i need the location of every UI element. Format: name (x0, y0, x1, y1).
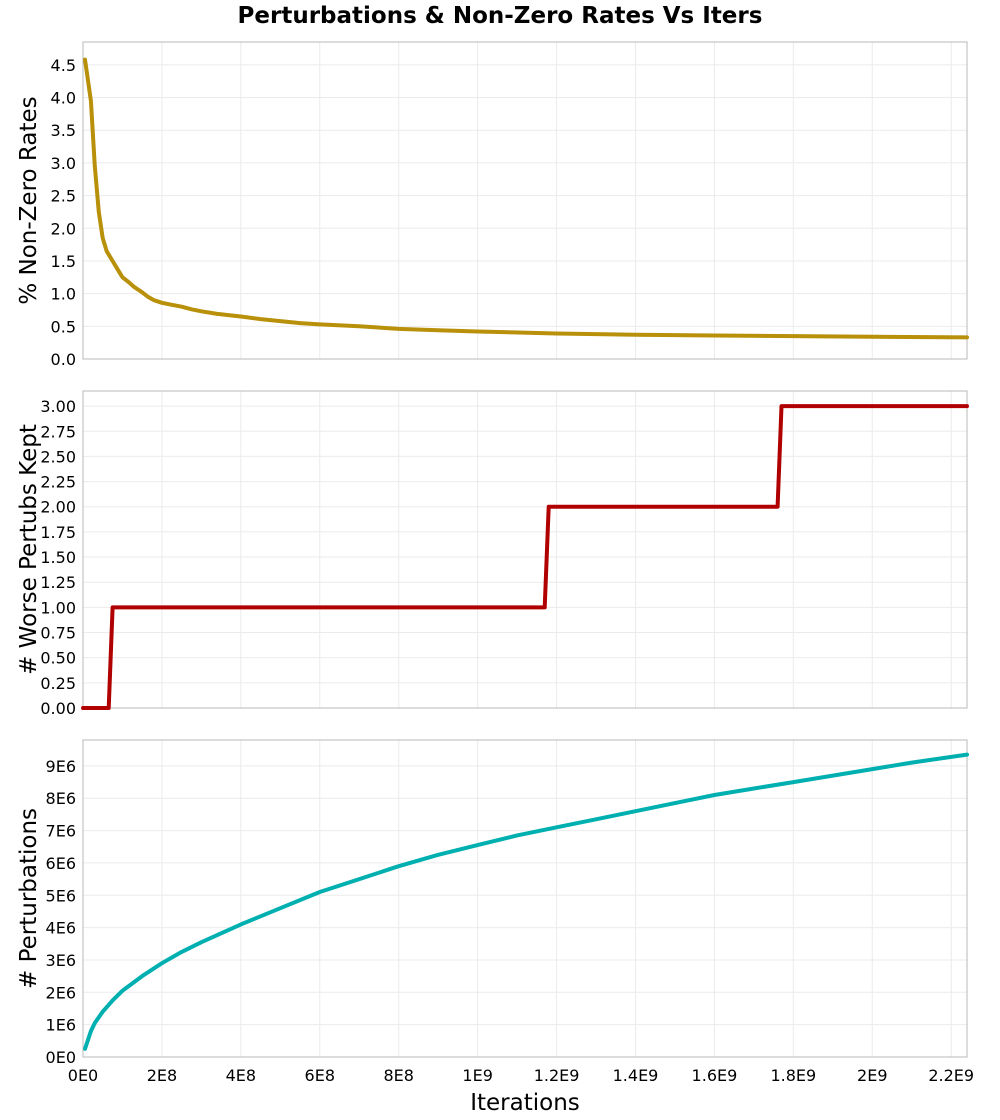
y-tick-label: 3.5 (51, 121, 76, 140)
panel-frame (82, 41, 968, 360)
x-tick-label: 1E9 (462, 1066, 492, 1085)
y-tick-label: 9E6 (46, 757, 76, 776)
y-tick-label: 1.75 (40, 523, 76, 542)
panel-perturbations: 0E0 1E6 2E6 3E6 4E6 5E6 6E6 7E6 8E6 9E6 # Perturba… (16, 739, 969, 1067)
y-tick-label: 2.00 (40, 498, 76, 517)
x-tick-label: 2.2E9 (928, 1066, 974, 1085)
y-tick-label: 1.25 (40, 573, 76, 592)
y-tick-label: 3E6 (46, 951, 76, 970)
panel-worse-pertubs: 0.00 0.25 0.50 0.75 1.00 1.25 1.50 1.75 2.00 2.25… (16, 390, 969, 718)
x-tick-label: 1.6E9 (692, 1066, 738, 1085)
y-tick-label: 1E6 (46, 1016, 76, 1035)
panel-frame (82, 390, 968, 709)
y-tick-label: 0.75 (40, 624, 76, 643)
x-axis-label: Iterations (470, 1090, 580, 1116)
series-line-perturbations (83, 752, 969, 1051)
y-tick-label: 0.50 (40, 649, 76, 668)
y-tick-label: 0.5 (51, 317, 76, 336)
y-tick-label: 2.75 (40, 422, 76, 441)
y-axis-label-worse-pertubs: # Worse Pertubs Kept (16, 424, 42, 675)
x-tick-label: 4E8 (226, 1066, 256, 1085)
y-tick-label: 1.00 (40, 598, 76, 617)
y-tick-label: 2.0 (51, 219, 76, 238)
x-tick-label: 1.8E9 (770, 1066, 816, 1085)
y-axis-label-perturbations: # Perturbations (16, 808, 42, 989)
y-tick-label: 0.0 (51, 350, 76, 369)
y-tick-label: 0E0 (46, 1048, 76, 1067)
y-tick-label: 2.25 (40, 473, 76, 492)
y-tick-label: 3.0 (51, 154, 76, 173)
x-tick-label: 8E8 (383, 1066, 413, 1085)
y-tick-label: 8E6 (46, 789, 76, 808)
y-tick-label: 5E6 (46, 886, 76, 905)
y-tick-label: 1.5 (51, 252, 76, 271)
y-axis-label-nonzero-rates: % Non-Zero Rates (16, 96, 42, 304)
y-tick-label: 7E6 (46, 822, 76, 841)
x-tick-label: 2E9 (857, 1066, 887, 1085)
series-line-nonzero-rates (83, 57, 969, 340)
x-tick-label: 2E8 (147, 1066, 177, 1085)
y-tick-label: 4.5 (51, 56, 76, 75)
series-line-worse-pertubs (81, 404, 969, 710)
panels: 0.0 0.5 1.0 1.5 2.0 2.5 3.0 3.5 4.0 4.5 % Non-Zero… (16, 41, 974, 1085)
y-tick-label: 2E6 (46, 983, 76, 1002)
y-tick-label: 2.50 (40, 447, 76, 466)
y-tick-label: 4.0 (51, 89, 76, 108)
panel-frame (82, 739, 968, 1058)
chart-title: Perturbations & Non-Zero Rates Vs Iters (238, 3, 763, 29)
y-tick-label: 0.25 (40, 674, 76, 693)
y-tick-label: 1.50 (40, 548, 76, 567)
y-tick-label: 4E6 (46, 919, 76, 938)
x-tick-label: 6E8 (305, 1066, 335, 1085)
y-tick-label: 2.5 (51, 187, 76, 206)
panel-nonzero-rates: 0.0 0.5 1.0 1.5 2.0 2.5 3.0 3.5 4.0 4.5 % Non-Zero… (16, 41, 969, 369)
x-tick-label: 1.2E9 (534, 1066, 580, 1085)
x-tick-label: 1.4E9 (613, 1066, 659, 1085)
x-tick-label: 0E0 (68, 1066, 98, 1085)
y-tick-label: 6E6 (46, 854, 76, 873)
y-tick-label: 0.00 (40, 699, 76, 718)
y-tick-label: 1.0 (51, 285, 76, 304)
y-tick-label: 3.00 (40, 397, 76, 416)
